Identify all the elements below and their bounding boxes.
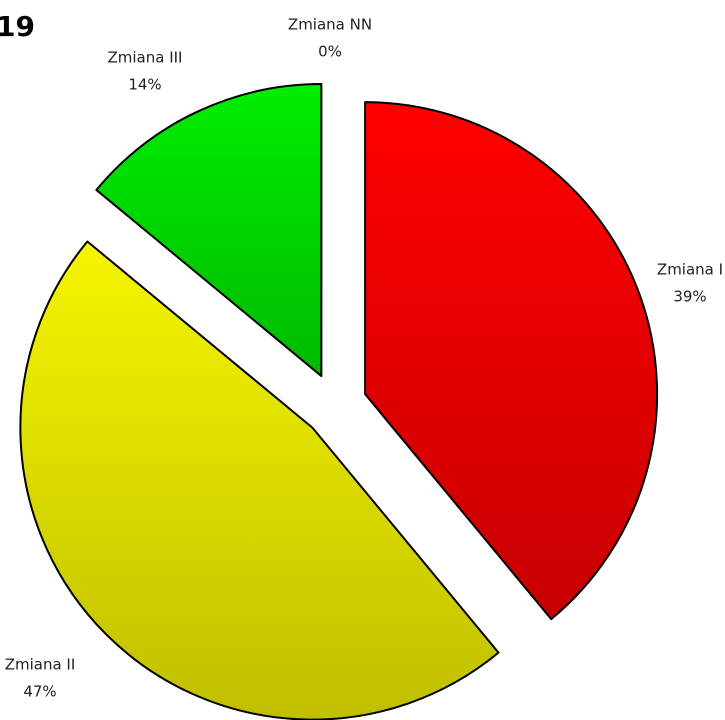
slice-value-label: 0% — [318, 43, 342, 61]
slice-value-label: 47% — [23, 683, 56, 701]
chart-title: 19 — [0, 10, 35, 43]
slice-label: Zmiana I — [657, 261, 723, 279]
slice-label: Zmiana NN — [288, 16, 372, 34]
slice-label: Zmiana II — [5, 656, 76, 674]
pie-slice — [95, 83, 323, 378]
pie-slice — [364, 101, 659, 621]
pie-slice — [19, 240, 500, 720]
slice-value-label: 39% — [673, 288, 706, 306]
slice-label: Zmiana III — [108, 49, 183, 67]
slice-value-label: 14% — [128, 76, 161, 94]
